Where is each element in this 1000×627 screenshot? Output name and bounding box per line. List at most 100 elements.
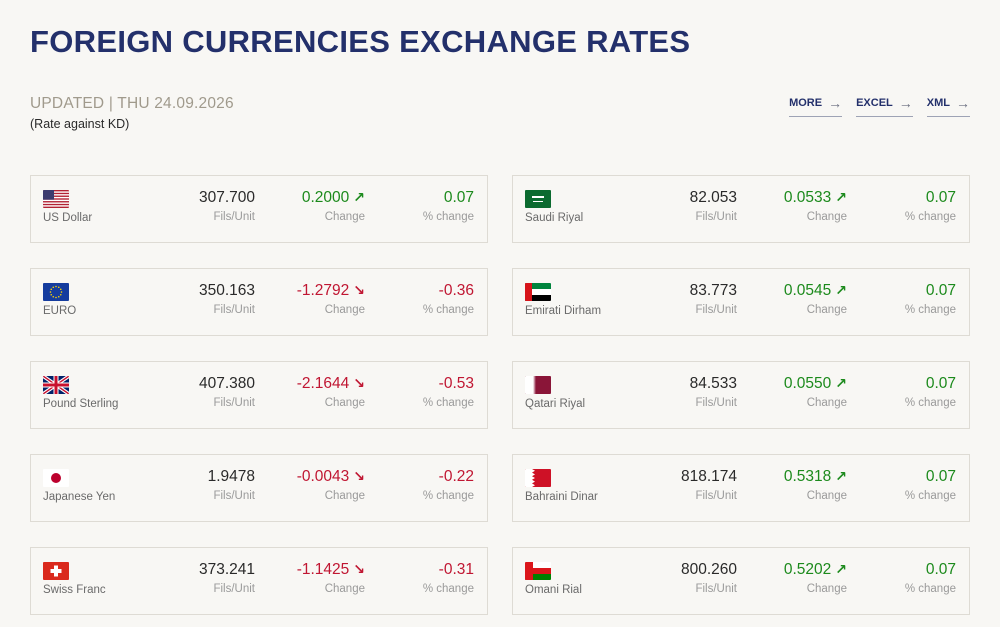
trend-up-icon: ↗	[835, 561, 847, 577]
trend-down-icon: ↘	[353, 561, 365, 577]
currency-card: Saudi Riyal 82.053 Fils/Unit 0.0533 ↗ Change 0…	[512, 175, 970, 243]
trend-up-icon: ↗	[835, 375, 847, 391]
currency-card: Omani Rial 800.260 Fils/Unit 0.5202 ↗ Change 0…	[512, 547, 970, 615]
currency-name: Qatari Riyal	[525, 398, 586, 410]
oman-flag-icon	[525, 562, 551, 580]
unit-label: Fils/Unit	[695, 490, 737, 502]
change-label: Change	[806, 211, 847, 223]
uae-flag-icon	[525, 283, 551, 301]
rate-value: 350.163	[198, 282, 255, 299]
change-value-wrap: -1.2792 ↘	[297, 282, 365, 300]
change-label: Change	[324, 211, 365, 223]
saudi-flag-icon	[525, 190, 551, 208]
excel-link[interactable]: EXCEL →	[856, 96, 913, 117]
unit-label: Fils/Unit	[213, 211, 255, 223]
change-value: -2.1644	[296, 375, 350, 392]
currency-name: Saudi Riyal	[525, 212, 584, 224]
change-label: Change	[324, 397, 365, 409]
change-label: Change	[324, 304, 365, 316]
trend-up-icon: ↗	[835, 468, 847, 484]
currency-card: US Dollar 307.700 Fils/Unit 0.2000 ↗ Change 0.…	[30, 175, 488, 243]
pct-change-label: % change	[422, 583, 474, 595]
arrow-right-icon: →	[898, 95, 913, 111]
change-value-wrap: 0.5202 ↗	[784, 561, 847, 579]
pct-change-value: 0.07	[925, 561, 956, 578]
pct-change-value: -0.53	[438, 375, 474, 392]
rate-value: 407.380	[198, 375, 255, 392]
currency-name: Emirati Dirham	[525, 305, 602, 317]
change-label: Change	[324, 490, 365, 502]
rate-value: 818.174	[680, 468, 737, 485]
change-value-wrap: 0.0550 ↗	[784, 375, 847, 393]
change-value-wrap: 0.0533 ↗	[784, 189, 847, 207]
change-value: -1.1425	[296, 561, 350, 578]
change-value-wrap: 0.2000 ↗	[302, 189, 365, 207]
change-label: Change	[806, 397, 847, 409]
rate-value: 800.260	[680, 561, 737, 578]
rate-value: 373.241	[198, 561, 255, 578]
trend-up-icon: ↗	[835, 282, 847, 298]
unit-label: Fils/Unit	[213, 304, 255, 316]
change-value: 0.2000	[301, 189, 350, 206]
currency-name: Japanese Yen	[43, 491, 116, 503]
currency-card: Swiss Franc 373.241 Fils/Unit -1.1425 ↘ Chang…	[30, 547, 488, 615]
uk-flag-icon	[43, 376, 69, 394]
rate-value: 82.053	[689, 189, 737, 206]
change-value-wrap: 0.5318 ↗	[784, 468, 847, 486]
trend-up-icon: ↗	[353, 189, 365, 205]
currency-card: Pound Sterling 407.380 Fils/Unit -2.1644 ↘ Ch…	[30, 361, 488, 429]
rate-value: 83.773	[689, 282, 737, 299]
unit-label: Fils/Unit	[695, 397, 737, 409]
unit-label: Fils/Unit	[213, 490, 255, 502]
page-title: FOREIGN CURRENCIES EXCHANGE RATES	[30, 24, 691, 59]
currency-name: Swiss Franc	[43, 584, 106, 596]
change-label: Change	[324, 583, 365, 595]
more-label: MORE	[789, 97, 823, 109]
change-value-wrap: -2.1644 ↘	[297, 375, 365, 393]
pct-change-label: % change	[422, 490, 474, 502]
trend-up-icon: ↗	[835, 189, 847, 205]
export-actions: MORE → EXCEL → XML →	[789, 96, 970, 117]
change-value: 0.0545	[783, 282, 832, 299]
change-value: 0.5202	[783, 561, 832, 578]
change-value-wrap: 0.0545 ↗	[784, 282, 847, 300]
unit-label: Fils/Unit	[213, 397, 255, 409]
change-value-wrap: -1.1425 ↘	[297, 561, 365, 579]
rate-value: 1.9478	[207, 468, 255, 485]
arrow-right-icon: →	[956, 95, 970, 111]
arrow-right-icon: →	[828, 95, 843, 111]
qatar-flag-icon	[525, 376, 551, 394]
currency-name: EURO	[43, 305, 77, 317]
change-value: -0.0043	[296, 468, 350, 485]
pct-change-value: 0.07	[925, 375, 956, 392]
swiss-flag-icon	[43, 562, 69, 580]
currency-card: Emirati Dirham 83.773 Fils/Unit 0.0545 ↗ Chan…	[512, 268, 970, 336]
currency-card: EURO 350.163 Fils/Unit -1.2792 ↘ Change -0.36%…	[30, 268, 488, 336]
xml-link[interactable]: XML →	[926, 95, 970, 117]
pct-change-value: 0.07	[925, 189, 956, 206]
change-label: Change	[806, 304, 847, 316]
change-value: 0.0550	[783, 375, 832, 392]
more-link[interactable]: MORE →	[789, 95, 843, 117]
change-value: 0.0533	[783, 189, 832, 206]
excel-label: EXCEL	[856, 97, 893, 109]
unit-label: Fils/Unit	[695, 211, 737, 223]
eu-flag-icon	[43, 283, 69, 301]
rate-value: 307.700	[198, 189, 255, 206]
currency-card: Bahraini Dinar 818.174 Fils/Unit 0.5318 ↗ Cha…	[512, 454, 970, 522]
currency-name: US Dollar	[43, 212, 93, 224]
unit-label: Fils/Unit	[695, 583, 737, 595]
change-value: 0.5318	[783, 468, 832, 485]
pct-change-value: -0.36	[438, 282, 474, 299]
pct-change-label: % change	[904, 397, 956, 409]
change-label: Change	[806, 583, 847, 595]
trend-down-icon: ↘	[353, 468, 365, 484]
pct-change-value: 0.07	[925, 282, 956, 299]
pct-change-value: 0.07	[443, 189, 474, 206]
pct-change-value: -0.31	[438, 561, 474, 578]
pct-change-label: % change	[422, 304, 474, 316]
xml-label: XML	[926, 97, 950, 109]
trend-down-icon: ↘	[353, 375, 365, 391]
us-flag-icon	[43, 190, 69, 208]
currency-card: Qatari Riyal 84.533 Fils/Unit 0.0550 ↗ Change…	[512, 361, 970, 429]
